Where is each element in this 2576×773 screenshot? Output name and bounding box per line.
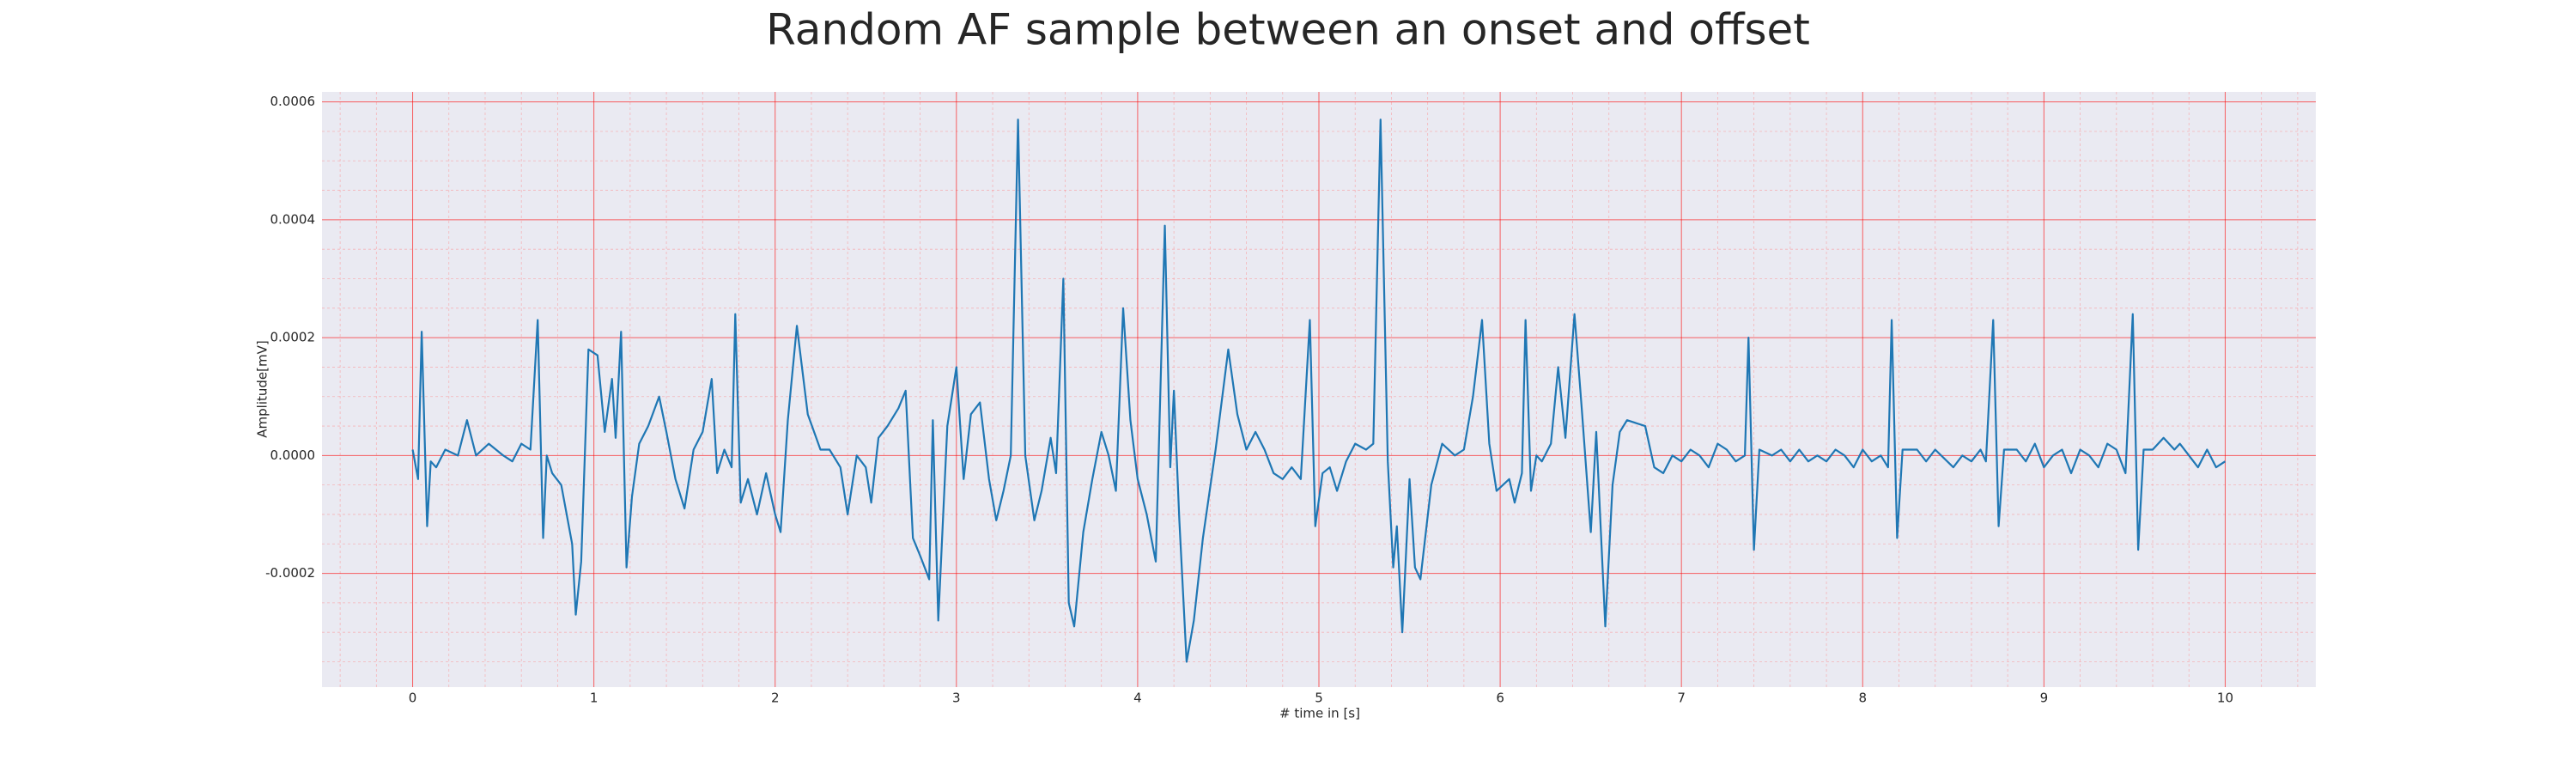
x-tick-label: 6	[1496, 691, 1504, 706]
y-axis-label: Amplitude[mV]	[255, 340, 270, 437]
y-tick-label: 0.0004	[270, 211, 316, 227]
x-tick-label: 0	[409, 691, 417, 706]
x-tick-label: 5	[1315, 691, 1323, 706]
x-tick-label: 8	[1858, 691, 1867, 706]
signal-line	[411, 119, 2227, 663]
x-tick-label: 10	[2217, 691, 2233, 706]
y-tick-label: 0.0002	[270, 330, 316, 345]
y-tick-label: -0.0002	[265, 565, 315, 581]
x-tick-label: 3	[952, 691, 961, 706]
x-tick-label: 7	[1677, 691, 1686, 706]
x-tick-label: 9	[2040, 691, 2049, 706]
x-tick-label: 2	[771, 691, 780, 706]
y-tick-label: 0.0000	[270, 447, 316, 463]
x-axis-label: # time in [s]	[1279, 706, 1360, 721]
x-tick-label: 1	[590, 691, 598, 706]
chart-title: Random AF sample between an onset and of…	[766, 5, 1810, 55]
x-tick-label: 4	[1133, 691, 1142, 706]
y-tick-label: 0.0006	[270, 94, 316, 109]
